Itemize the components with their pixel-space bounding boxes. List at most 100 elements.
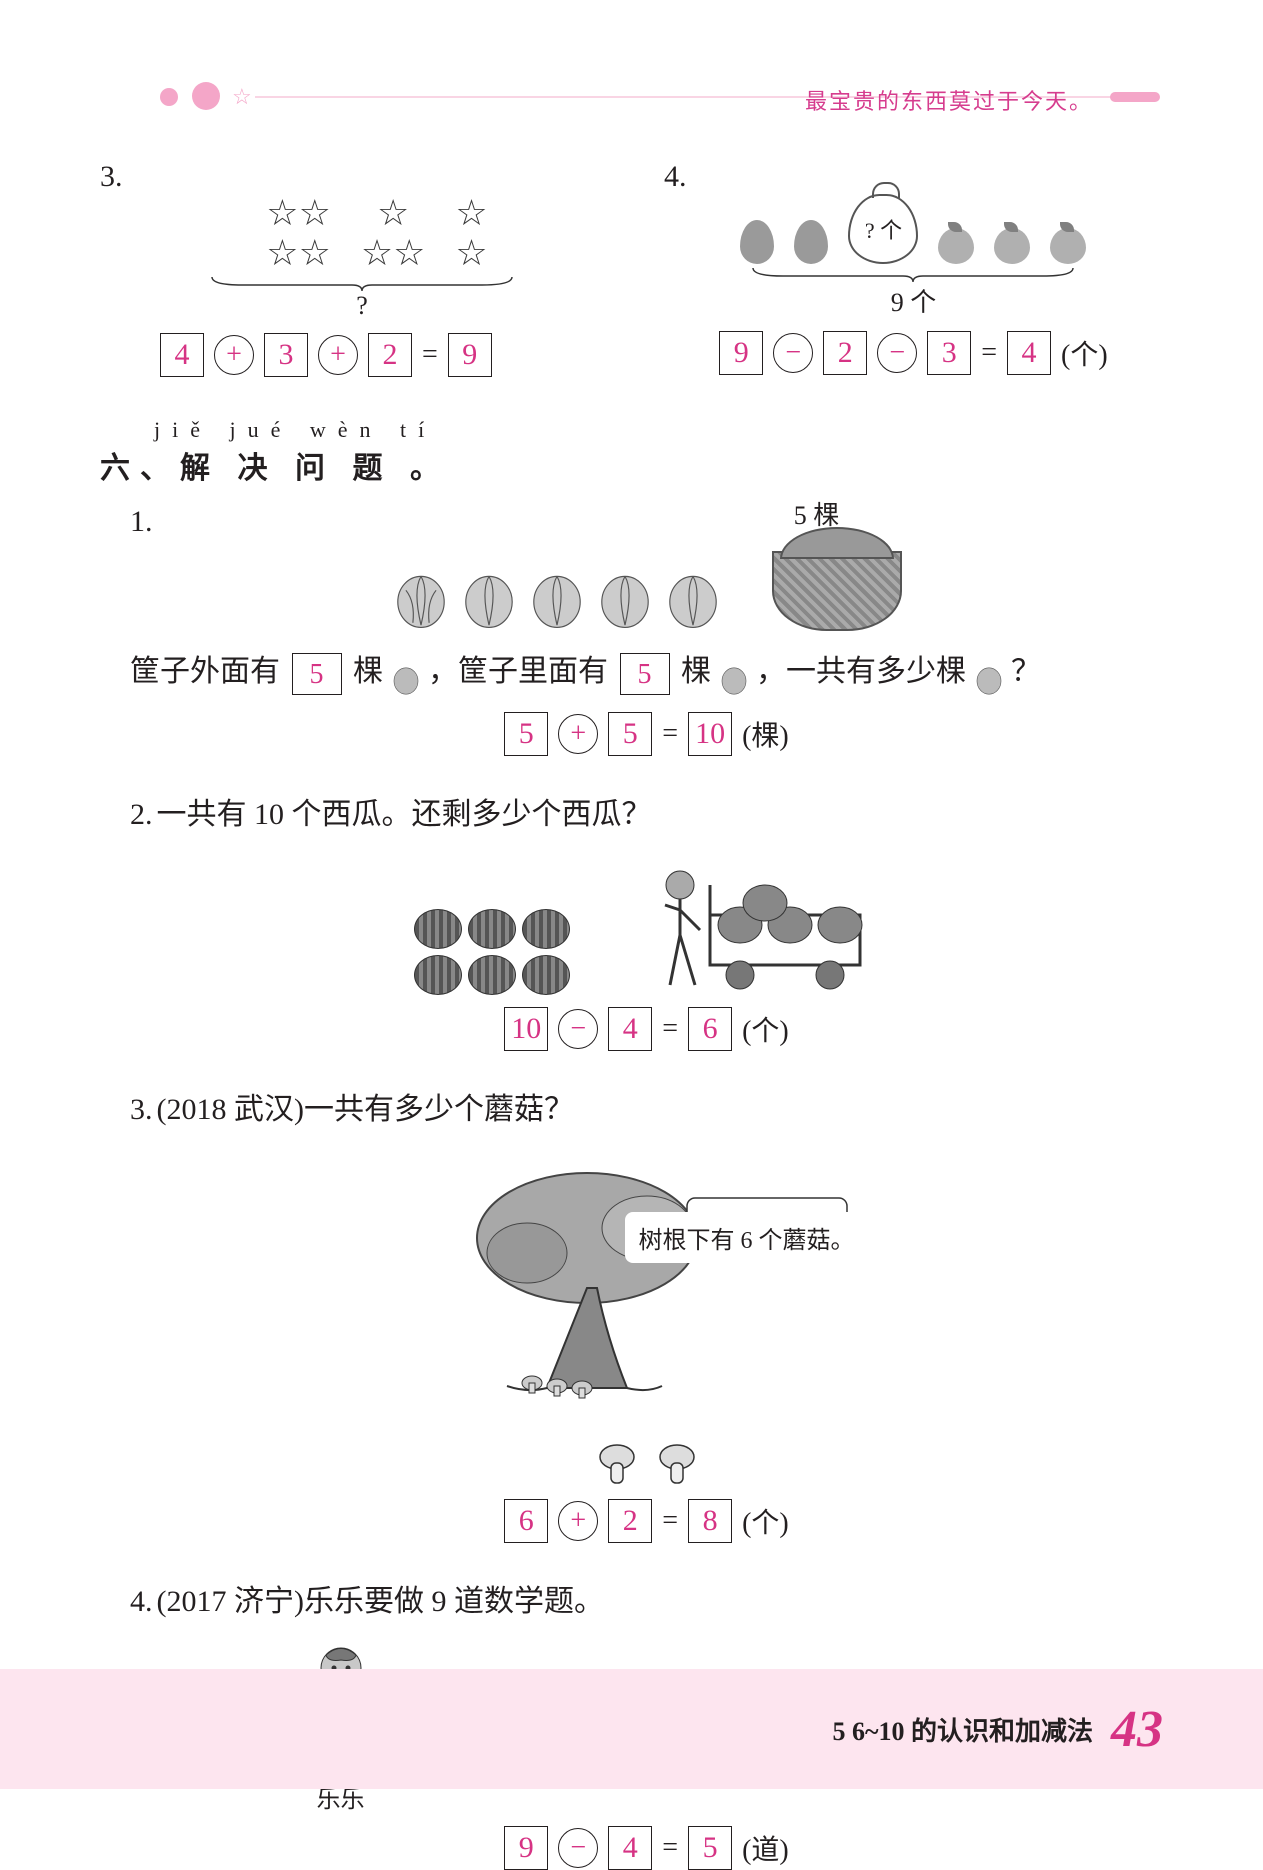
- page-footer: 5 6~10 的认识和加减法 43: [0, 1669, 1263, 1789]
- answer-box: 5: [688, 1826, 732, 1870]
- watermelon-icon: [522, 909, 570, 949]
- question-2: 2. 一共有 10 个西瓜。还剩多少个西瓜？: [130, 786, 1163, 1051]
- operator-circle: −: [558, 1009, 598, 1049]
- equation-q4: 9 − 4 = 5 (道): [130, 1826, 1163, 1870]
- peach-icon: [938, 228, 974, 264]
- problem-3: 3. ☆☆ ☆☆ ☆ ☆☆ ☆ ☆ ?: [100, 160, 624, 377]
- deco-dot: [192, 82, 220, 110]
- answer-box: 5: [608, 712, 652, 756]
- peach-icon: [1050, 228, 1086, 264]
- answer-box: 9: [719, 331, 763, 375]
- basket-label: 5 棵: [732, 495, 902, 532]
- cabbage-mini-icon: [974, 658, 1004, 690]
- question-text: (2018 武汉)一共有多少个蘑菇？: [157, 1093, 574, 1126]
- answer-box: 6: [504, 1499, 548, 1543]
- question-number: 2.: [130, 798, 153, 831]
- watermelon-icon: [468, 909, 516, 949]
- bag-icon: ? 个: [848, 194, 918, 264]
- cabbage-icon: [460, 567, 518, 631]
- brace-icon: [743, 264, 1083, 284]
- operator-circle: +: [558, 1501, 598, 1541]
- cabbage-icon: [392, 567, 450, 631]
- answer-box: 2: [368, 333, 412, 377]
- star-icon: ☆: [361, 234, 393, 274]
- star-icon: ☆: [455, 234, 487, 274]
- question-number: 1.: [130, 505, 153, 538]
- answer-box: 4: [608, 1826, 652, 1870]
- star-group-3: ☆ ☆: [455, 194, 487, 273]
- equation-q3: 6 + 2 = 8 (个): [130, 1499, 1163, 1543]
- cabbage-icon: [664, 567, 722, 631]
- footer-chapter: 5 6~10 的认识和加减法: [832, 1711, 1093, 1748]
- star-icon: ☆: [299, 234, 331, 274]
- equals-sign: =: [981, 337, 997, 369]
- stars-diagram: ☆☆ ☆☆ ☆ ☆☆ ☆ ☆: [130, 194, 624, 273]
- question-mark: ?: [100, 291, 624, 321]
- operator-circle: −: [558, 1828, 598, 1868]
- problem-number: 4.: [664, 160, 687, 194]
- mushroom-icon: [597, 1443, 637, 1487]
- footer-page-number: 43: [1111, 1700, 1163, 1759]
- melon-grid: [414, 909, 570, 995]
- operator-circle: −: [773, 333, 813, 373]
- equals-sign: =: [662, 1013, 678, 1045]
- mushroom-row: [130, 1443, 1163, 1487]
- text: ？: [1011, 655, 1041, 688]
- answer-box: 8: [688, 1499, 732, 1543]
- operator-circle: +: [558, 714, 598, 754]
- question-text: (2017 济宁)乐乐要做 9 道数学题。: [157, 1585, 604, 1618]
- pear-icon: [740, 220, 774, 264]
- answer-box: 5: [504, 712, 548, 756]
- answer-box: 3: [264, 333, 308, 377]
- question-text: 筐子外面有 5 棵 ，筐子里面有 5 棵 ，一共有多少棵 ？: [130, 643, 1163, 700]
- answer-box: 4: [608, 1007, 652, 1051]
- text: ，筐子里面有: [428, 655, 608, 688]
- equation-4: 9 − 2 − 3 = 4 (个): [664, 331, 1163, 375]
- cabbage-icon: [596, 567, 654, 631]
- peach-icon: [994, 228, 1030, 264]
- star-icon: ☆: [266, 234, 298, 274]
- star-icon: ☆: [455, 194, 487, 234]
- basket-icon: [772, 551, 902, 631]
- watermelon-icon: [414, 955, 462, 995]
- problem-number: 3.: [100, 160, 123, 194]
- answer-box: 10: [688, 712, 732, 756]
- operator-circle: +: [214, 335, 254, 375]
- question-text: 一共有 10 个西瓜。还剩多少个西瓜？: [157, 798, 652, 831]
- deco-line-end: [1110, 92, 1160, 102]
- question-number: 4.: [130, 1585, 153, 1618]
- star-group-1: ☆☆ ☆☆: [266, 194, 331, 273]
- unit-label: (个): [742, 1501, 789, 1541]
- text: 棵: [353, 655, 383, 688]
- answer-box: 9: [504, 1826, 548, 1870]
- deco-star-icon: ☆: [232, 84, 252, 110]
- equals-sign: =: [422, 339, 438, 371]
- answer-box: 2: [823, 331, 867, 375]
- text: 棵: [681, 655, 711, 688]
- pinyin: jiě jué wèn tí: [154, 417, 1163, 443]
- total-label: 9 个: [664, 282, 1163, 319]
- answer-box: 3: [927, 331, 971, 375]
- problem-4: 4. ? 个 9 个 9 − 2 − 3 =: [664, 160, 1163, 377]
- question-number: 3.: [130, 1093, 153, 1126]
- text: ，一共有多少棵: [756, 655, 966, 688]
- bag-label: ? 个: [865, 213, 902, 245]
- unit-label: (个): [742, 1009, 789, 1049]
- star-icon: ☆: [266, 194, 298, 234]
- section-6-title: jiě jué wèn tí 六、解 决 问 题 。: [100, 417, 1163, 487]
- equation-q2: 10 − 4 = 6 (个): [130, 1007, 1163, 1051]
- star-icon: ☆: [377, 194, 409, 234]
- operator-circle: −: [877, 333, 917, 373]
- answer-box: 10: [504, 1007, 548, 1051]
- cabbage-mini-icon: [391, 658, 421, 690]
- mushroom-icon: [657, 1443, 697, 1487]
- equation-3: 4 + 3 + 2 = 9: [160, 333, 624, 377]
- deco-dot: [160, 88, 178, 106]
- answer-box: 6: [688, 1007, 732, 1051]
- cabbage-icon: [528, 567, 586, 631]
- answer-box: 2: [608, 1499, 652, 1543]
- inline-answer-box: 5: [620, 653, 670, 695]
- answer-box: 4: [160, 333, 204, 377]
- speech-bubble: 树根下有 6 个蘑菇。: [625, 1212, 869, 1263]
- page-container: ☆ 最宝贵的东西莫过于今天。 3. ☆☆ ☆☆ ☆ ☆☆: [0, 0, 1263, 1870]
